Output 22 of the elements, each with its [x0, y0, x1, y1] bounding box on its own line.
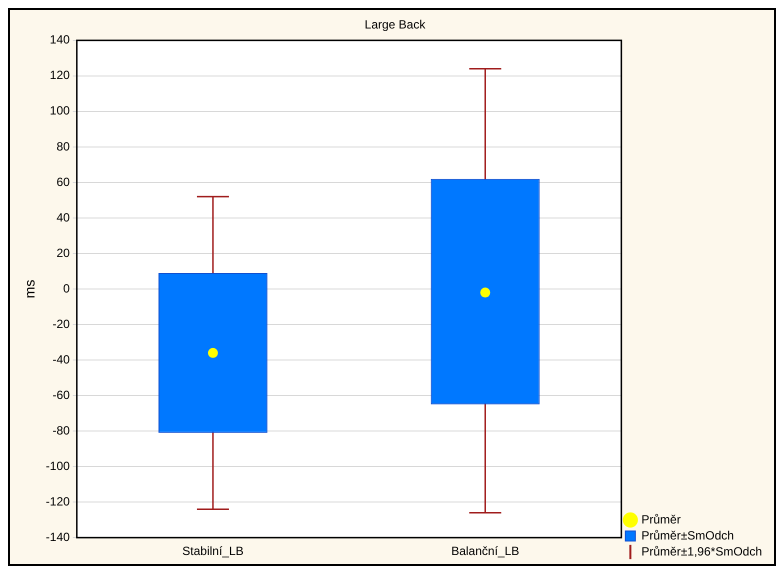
y-tick-label: 140 [50, 32, 70, 47]
y-tick-label: -60 [52, 388, 70, 402]
legend-label: Průměr±1,96*SmOdch [641, 544, 762, 558]
y-tick-label: 100 [50, 104, 70, 118]
legend-label: Průměr±SmOdch [641, 528, 734, 542]
x-tick-label: Stabilní_LB [182, 544, 244, 558]
y-tick-label: -140 [46, 530, 70, 544]
y-tick-label: -100 [46, 458, 70, 473]
y-tick-label: 0 [63, 281, 70, 296]
x-tick-label: Balanční_LB [451, 544, 520, 558]
chart-title: Large Back [364, 18, 426, 32]
y-tick-label: 120 [50, 68, 70, 82]
y-tick-label: 60 [56, 174, 70, 189]
y-tick-label: -20 [52, 316, 70, 331]
legend-label: Průměr [641, 512, 681, 526]
y-tick-label: 20 [56, 246, 70, 260]
y-tick-label: -80 [52, 423, 70, 438]
y-tick-label: -40 [52, 352, 70, 366]
y-axis-title: ms [21, 280, 38, 298]
y-tick-label: 40 [56, 210, 70, 224]
y-tick-label: -120 [46, 494, 70, 508]
y-tick-label: 80 [56, 139, 70, 154]
